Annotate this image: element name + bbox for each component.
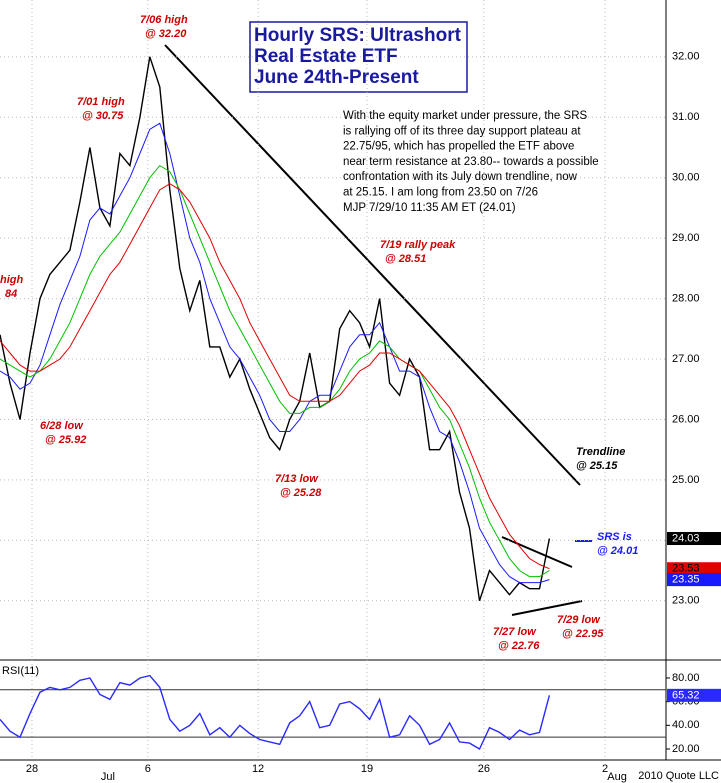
chart-title: June 24th-Present <box>254 67 419 88</box>
y-tick-label: 28.00 <box>672 292 700 304</box>
wedge-line <box>501 536 573 568</box>
value-box-label: 65.32 <box>672 689 700 701</box>
value-box <box>667 562 721 576</box>
chart-title: Hourly SRS: Ultrashort <box>254 25 462 46</box>
value-box-label: 23.53 <box>672 563 700 575</box>
annotation: 6/28 low <box>40 420 84 432</box>
series-line <box>0 674 551 750</box>
annotation: 84 <box>5 288 17 300</box>
value-box-label: 23.35 <box>672 574 700 586</box>
annotation: @ 22.95 <box>562 628 604 640</box>
commentary: confrontation with its July down trendli… <box>343 171 578 183</box>
value-box <box>667 532 721 546</box>
annotation: @ 24.01 <box>597 545 638 557</box>
commentary: is rallying off of its three day support… <box>343 125 581 137</box>
annotation: @ 22.76 <box>498 640 540 652</box>
annotation: high <box>0 274 23 286</box>
y-tick-label: 31.00 <box>672 111 700 123</box>
y-tick-label: 40.00 <box>672 719 700 731</box>
y-tick-label: 27.00 <box>672 353 700 365</box>
footer: 2010 Quote LLC <box>638 770 719 782</box>
rsi-label: RSI(11) <box>2 665 39 677</box>
annotation: Trendline <box>576 446 625 458</box>
wedge-line <box>511 600 583 616</box>
x-month-label: Jul <box>101 771 115 783</box>
annotation: 7/01 high <box>77 96 125 108</box>
commentary: MJP 7/29/10 11:35 AM ET (24.01) <box>343 202 516 214</box>
value-box <box>667 573 721 587</box>
annotation: 7/13 low <box>275 473 319 485</box>
annotation: 7/19 rally peak <box>380 239 456 251</box>
y-tick-label: 32.00 <box>672 51 700 63</box>
y-tick-label: 26.00 <box>672 413 700 425</box>
x-tick-label: 12 <box>252 763 264 775</box>
x-tick-label: 19 <box>361 763 373 775</box>
x-tick-label: 6 <box>145 763 151 775</box>
annotation: 7/06 high <box>140 14 188 26</box>
x-tick-label: 2 <box>602 763 608 775</box>
y-tick-label: 80.00 <box>672 672 700 684</box>
series-line <box>0 164 550 578</box>
series-line <box>0 183 550 570</box>
x-month-label: Aug <box>607 771 627 783</box>
commentary: 22.75/95, which has propelled the ETF ab… <box>343 141 574 153</box>
annotation: 7/29 low <box>557 614 601 626</box>
trendline <box>164 44 581 486</box>
x-tick-label: 28 <box>26 763 38 775</box>
commentary: near term resistance at 23.80-- towards … <box>343 156 599 168</box>
chart-title: Real Estate ETF <box>254 46 398 67</box>
annotation: @ 30.75 <box>82 110 124 122</box>
series-line <box>0 56 551 602</box>
annotation: @ 28.51 <box>385 253 426 265</box>
commentary: With the equity market under pressure, t… <box>343 110 587 122</box>
commentary: at 25.15. I am long from 23.50 on 7/26 <box>343 187 538 199</box>
y-tick-label: 25.00 <box>672 474 700 486</box>
annotation: @ 32.20 <box>145 28 187 40</box>
annotation: @ 25.92 <box>45 434 86 446</box>
value-box-label: 24.03 <box>672 532 700 544</box>
series-line <box>0 122 550 584</box>
x-tick-label: 26 <box>478 763 490 775</box>
value-box <box>667 688 721 702</box>
annotation: SRS is <box>597 531 632 543</box>
annotation: @ 25.15 <box>576 460 618 472</box>
y-tick-label: 29.00 <box>672 232 700 244</box>
annotation: @ 25.28 <box>280 487 322 499</box>
y-tick-label: 23.00 <box>672 595 700 607</box>
y-tick-label: 20.00 <box>672 743 700 755</box>
y-tick-label: 30.00 <box>672 172 700 184</box>
annotation: 7/27 low <box>493 626 537 638</box>
title-box <box>249 21 468 93</box>
